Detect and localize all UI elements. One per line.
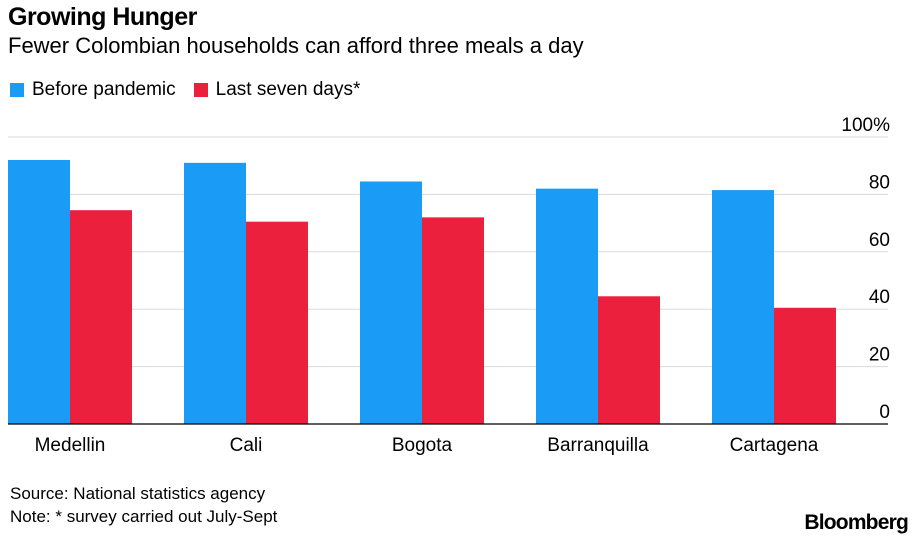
legend-swatch-before-pandemic: [10, 83, 24, 97]
x-tick-label: Bogota: [392, 435, 453, 456]
bar-before-pandemic-cali: [184, 162, 246, 424]
y-tick-label: 60: [869, 230, 890, 251]
bar-last-seven-days-cartagena: [774, 307, 836, 424]
bar-last-seven-days-medellin: [70, 210, 132, 424]
bloomberg-logo: Bloomberg: [804, 511, 908, 534]
bar-before-pandemic-barranquilla: [536, 188, 598, 424]
legend-label-last-seven-days: Last seven days*: [215, 79, 361, 100]
legend-swatch-last-seven-days: [193, 83, 208, 97]
bar-before-pandemic-medellin: [8, 159, 70, 424]
bar-last-seven-days-cali: [246, 221, 308, 424]
chart-title: Growing Hunger: [8, 3, 197, 31]
bar-last-seven-days-bogota: [422, 217, 484, 424]
y-tick-label: 0: [879, 402, 890, 423]
y-tick-label: 40: [869, 287, 890, 308]
bar-last-seven-days-barranquilla: [598, 296, 660, 424]
y-tick-label: 100%: [841, 115, 890, 136]
x-tick-label: Cali: [230, 435, 263, 456]
legend-label-before-pandemic: Before pandemic: [32, 79, 176, 100]
x-tick-label: Cartagena: [730, 435, 819, 456]
y-tick-label: 80: [869, 172, 890, 193]
legend: Before pandemic Last seven days*: [10, 79, 378, 101]
chart-subtitle: Fewer Colombian households can afford th…: [8, 33, 584, 58]
note-text: Note: * survey carried out July-Sept: [10, 507, 278, 526]
bar-before-pandemic-bogota: [360, 181, 422, 424]
legend-item-before-pandemic: Before pandemic: [10, 79, 176, 101]
legend-item-last-seven-days: Last seven days*: [193, 79, 361, 101]
source-text: Source: National statistics agency: [10, 484, 266, 503]
x-tick-label: Barranquilla: [547, 435, 649, 456]
y-tick-label: 20: [869, 345, 890, 366]
bar-before-pandemic-cartagena: [712, 190, 774, 424]
x-tick-label: Medellin: [35, 435, 106, 456]
